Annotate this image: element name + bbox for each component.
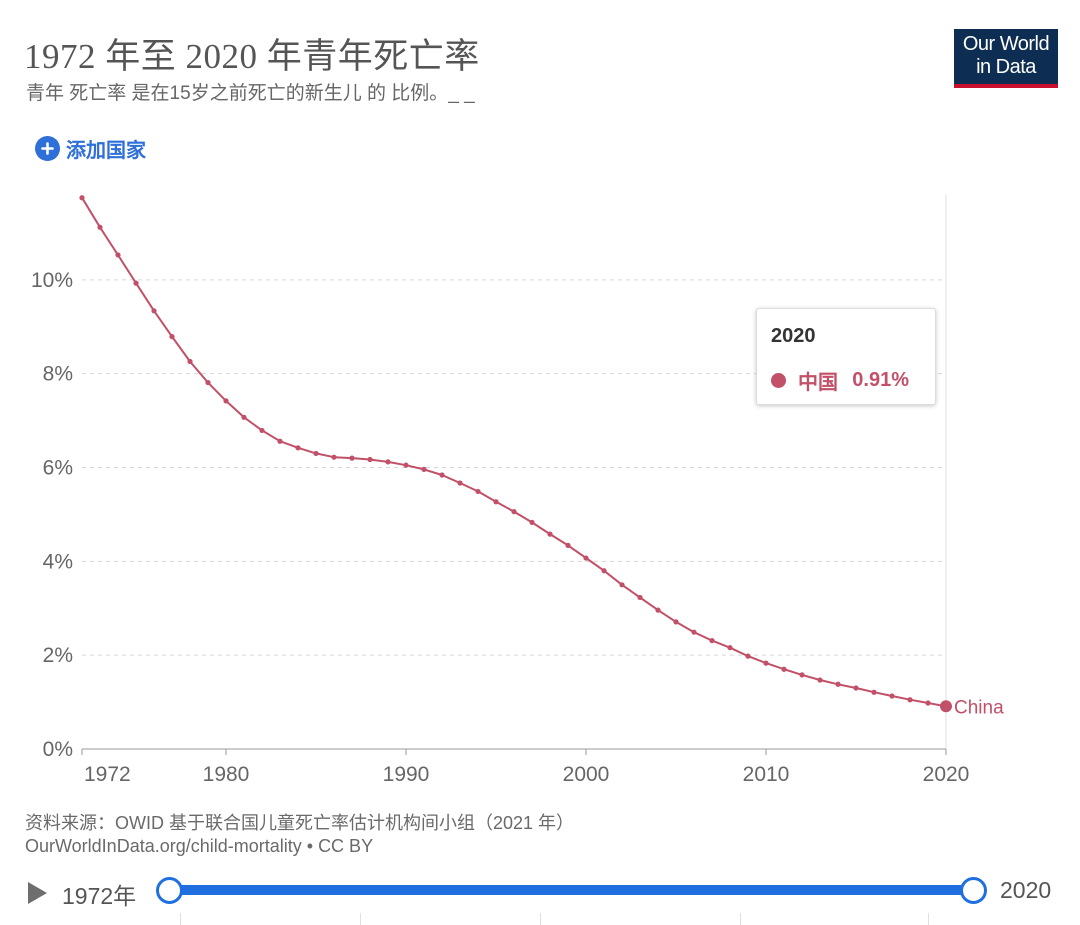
data-point[interactable] (295, 445, 301, 451)
y-tick-label: 2% (43, 644, 73, 667)
source-note: 资料来源：OWID 基于联合国儿童死亡率估计机构间小组（2021 年） OurW… (25, 812, 574, 858)
x-axis-ticks: 1972 1980 1990 2000 2010 2020 (81, 749, 970, 786)
chart-title: 1972 年至 2020 年青年死亡率 (24, 37, 480, 76)
owid-logo[interactable]: Our World in Data (954, 29, 1058, 88)
timeline-track[interactable] (168, 885, 974, 895)
x-tick-label: 1980 (203, 763, 250, 786)
data-point[interactable] (619, 582, 625, 588)
data-point[interactable] (889, 693, 895, 699)
hover-tooltip: 2020 中国 0.91% (756, 308, 936, 405)
plus-circle-icon (35, 136, 60, 161)
timeline-start-handle[interactable] (156, 877, 183, 904)
series-china[interactable]: China (79, 195, 1004, 718)
y-tick-label: 10% (31, 269, 73, 292)
data-point[interactable] (403, 462, 409, 468)
data-point[interactable] (277, 438, 283, 444)
data-point[interactable] (637, 594, 643, 601)
timeline-end-label: 2020 (1000, 877, 1052, 903)
data-point[interactable] (187, 358, 193, 365)
grid-lines (82, 194, 947, 749)
chart-subtitle: 青年 死亡率 是在15岁之前死亡的新生儿 的 比例。_ _ (26, 83, 475, 104)
data-point[interactable] (817, 677, 823, 683)
data-point[interactable] (709, 638, 715, 644)
timeline-ticks (0, 913, 1080, 925)
data-point[interactable] (583, 555, 589, 561)
data-point[interactable] (223, 398, 229, 404)
data-point[interactable] (169, 334, 175, 340)
data-point[interactable] (205, 379, 211, 386)
tooltip-series-dot (771, 373, 786, 388)
source-line-2[interactable]: OurWorldInData.org/child-mortality • CC … (25, 836, 374, 856)
y-tick-label: 4% (43, 550, 73, 573)
x-tick-label: 1990 (383, 763, 430, 786)
data-point[interactable] (457, 480, 463, 486)
data-point[interactable] (79, 195, 85, 201)
timeline-end-handle[interactable] (960, 877, 987, 904)
logo-line-1: Our World (962, 33, 1050, 55)
x-tick-label: 2020 (923, 763, 970, 786)
series-end-label: China (954, 697, 1004, 718)
data-point[interactable] (97, 224, 103, 230)
y-axis-ticks: 0% 2% 4% 6% 8% 10% (31, 269, 73, 761)
data-point[interactable] (727, 645, 733, 651)
data-point[interactable] (133, 280, 139, 286)
data-point[interactable] (493, 499, 499, 505)
data-point[interactable] (475, 488, 481, 495)
tooltip-country: 中国 (798, 372, 838, 394)
data-point[interactable] (763, 660, 769, 666)
tooltip-value: 0.91% (852, 369, 909, 391)
x-tick-label: 2000 (563, 763, 610, 786)
data-point[interactable] (655, 607, 661, 613)
data-point[interactable] (151, 308, 157, 314)
data-point[interactable] (673, 619, 679, 625)
data-point[interactable] (925, 700, 931, 706)
timeline: 1972年 2020 (0, 866, 1080, 925)
data-point[interactable] (547, 531, 553, 537)
data-point[interactable] (745, 653, 751, 659)
data-point[interactable] (853, 685, 859, 691)
tooltip-year: 2020 (771, 325, 816, 347)
data-point[interactable] (367, 456, 373, 463)
data-point[interactable] (529, 519, 535, 525)
logo-line-2: in Data (976, 56, 1036, 78)
play-icon[interactable] (28, 882, 47, 904)
data-point[interactable] (835, 681, 841, 687)
source-line-1: 资料来源：OWID 基于联合国儿童死亡率估计机构间小组（2021 年） (25, 813, 575, 833)
data-point[interactable] (385, 459, 391, 465)
data-point[interactable] (511, 509, 517, 515)
data-point[interactable] (421, 466, 427, 472)
data-point[interactable] (439, 472, 445, 478)
data-point[interactable] (313, 450, 319, 457)
data-point[interactable] (871, 689, 877, 695)
y-tick-label: 8% (43, 363, 73, 386)
data-point[interactable] (565, 542, 571, 548)
x-tick-label: 1972 (84, 763, 131, 786)
data-point[interactable] (799, 672, 805, 678)
timeline-start-label: 1972年 (62, 883, 137, 909)
series-line[interactable] (81, 197, 947, 708)
data-point[interactable] (601, 568, 607, 574)
data-point[interactable] (907, 697, 913, 703)
add-country-label: 添加国家 (66, 140, 146, 162)
data-point[interactable] (349, 455, 355, 461)
data-point[interactable] (781, 666, 787, 672)
data-point[interactable] (331, 454, 337, 460)
tooltip-row: 中国 0.91% (771, 366, 921, 395)
y-tick-label: 6% (43, 457, 73, 480)
x-tick-label: 2010 (743, 763, 790, 786)
data-point[interactable] (691, 629, 697, 635)
data-point[interactable] (115, 252, 121, 258)
data-point[interactable] (241, 414, 247, 420)
add-country-button[interactable]: 添加国家 (35, 134, 146, 163)
data-point[interactable] (259, 427, 265, 434)
y-tick-label: 0% (43, 738, 73, 761)
series-end-point[interactable] (940, 700, 952, 713)
